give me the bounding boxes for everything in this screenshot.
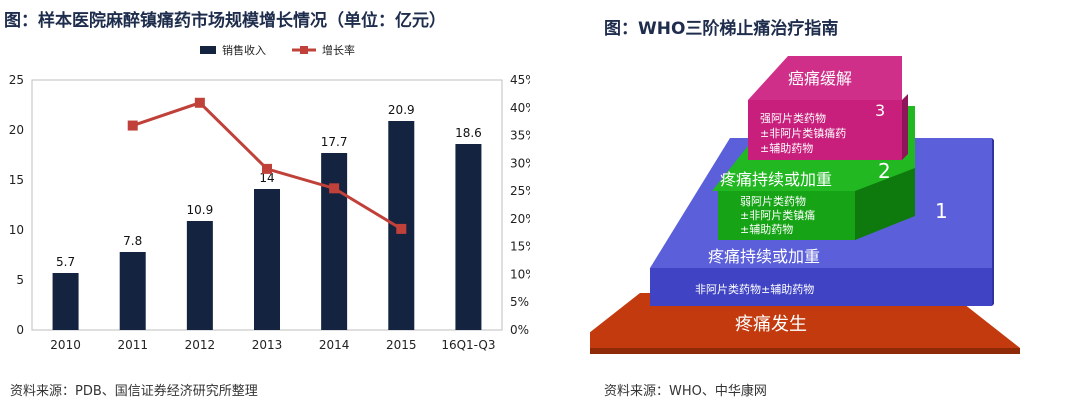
sales-bar-value: 18.6 bbox=[455, 126, 482, 140]
right-axis-tick-label: 10% bbox=[510, 267, 530, 281]
right-axis-tick-label: 45% bbox=[510, 73, 530, 87]
level-1-label: 疼痛持续或加重 bbox=[708, 247, 820, 266]
level-2-drug-1: 弱阿片类药物 bbox=[740, 194, 806, 208]
sales-bar-value: 14 bbox=[259, 171, 274, 185]
level-2-drug-3: ±辅助药物 bbox=[740, 222, 793, 236]
right-chart-title: 图：WHO三阶梯止痛治疗指南 bbox=[604, 19, 839, 39]
x-axis-labels: 2010 2011 2012 2013 2014 2015 16Q1-Q3 bbox=[50, 338, 495, 352]
growth-marker bbox=[396, 223, 407, 234]
level-3-number: 3 bbox=[875, 101, 885, 120]
sales-bar bbox=[52, 273, 79, 330]
right-axis-tick-label: 0% bbox=[510, 323, 529, 337]
x-axis-tick-label: 2013 bbox=[252, 338, 283, 352]
legend-label-sales: 销售收入 bbox=[222, 43, 266, 57]
level-3: 癌痛缓解 3 强阿片类药物 ±非阿片类镇痛药 ±辅助药物 bbox=[748, 56, 908, 160]
right-axis-tick-label: 25% bbox=[510, 184, 530, 198]
sales-bar-value: 5.7 bbox=[56, 255, 75, 269]
level-3-side bbox=[902, 94, 908, 160]
left-axis: 0 5 10 15 20 25 bbox=[9, 73, 24, 337]
market-size-chart: 销售收入 增长率 0 5 10 15 20 25 0% 5% 10% 15% 20% 25% 30% 35… bbox=[9, 43, 530, 352]
sales-bar-value: 20.9 bbox=[388, 103, 415, 117]
sales-bar bbox=[119, 252, 146, 330]
chart-legend: 销售收入 增长率 bbox=[200, 43, 355, 57]
left-axis-tick-label: 0 bbox=[16, 323, 24, 337]
growth-marker bbox=[194, 97, 205, 108]
bar-data-labels: 5.7 7.8 10.9 14 17.7 20.9 18.6 bbox=[56, 103, 482, 269]
legend-marker-growth bbox=[300, 46, 308, 54]
sales-bar-value: 7.8 bbox=[123, 234, 142, 248]
level-3-drug-1: 强阿片类药物 bbox=[760, 111, 826, 125]
sales-bar bbox=[186, 221, 213, 330]
left-axis-tick-label: 5 bbox=[16, 273, 24, 287]
level-1-side bbox=[992, 138, 994, 306]
level-base-top bbox=[590, 293, 1020, 348]
right-axis-tick-label: 20% bbox=[510, 212, 530, 226]
right-axis-tick-label: 40% bbox=[510, 101, 530, 115]
left-axis-tick-label: 15 bbox=[9, 173, 24, 187]
right-axis-tick-label: 15% bbox=[510, 240, 530, 254]
level-1-number: 1 bbox=[935, 199, 948, 223]
level-2-label: 疼痛持续或加重 bbox=[720, 170, 832, 189]
growth-marker bbox=[262, 163, 272, 174]
right-axis-tick-label: 30% bbox=[510, 156, 530, 170]
x-axis-tick-label: 2015 bbox=[386, 338, 417, 352]
x-axis-tick-label: 2010 bbox=[50, 338, 81, 352]
x-axis-tick-label: 2012 bbox=[185, 338, 216, 352]
level-1-front bbox=[650, 268, 992, 306]
right-source: 资料来源：WHO、中华康网 bbox=[604, 384, 767, 399]
sales-bar bbox=[455, 144, 482, 330]
who-pain-ladder-diagram: 疼痛发生 疼痛持续或加重 1 非阿片类药物±辅助药物 疼痛持续或加重 2 弱阿片… bbox=[590, 56, 1020, 354]
x-axis-tick-label: 2014 bbox=[319, 338, 350, 352]
left-chart-title: 图：样本医院麻醉镇痛药市场规模增长情况（单位：亿元） bbox=[4, 11, 446, 31]
level-2-side bbox=[855, 168, 915, 240]
left-axis-tick-label: 20 bbox=[9, 123, 24, 137]
growth-marker bbox=[329, 183, 340, 194]
level-2-number: 2 bbox=[878, 159, 891, 183]
legend-label-growth: 增长率 bbox=[322, 43, 355, 57]
level-2-drug-2: ±非阿片类镇痛 bbox=[740, 208, 815, 222]
right-axis-tick-label: 5% bbox=[510, 295, 529, 309]
growth-marker bbox=[127, 120, 138, 131]
x-axis-tick-label: 16Q1-Q3 bbox=[441, 338, 495, 352]
sales-bar bbox=[254, 189, 280, 330]
sales-bar-value: 17.7 bbox=[321, 135, 348, 149]
right-axis: 0% 5% 10% 15% 20% 25% 30% 35% 40% 45% bbox=[510, 73, 530, 337]
right-axis-tick-label: 35% bbox=[510, 129, 530, 143]
sales-bar bbox=[321, 153, 348, 330]
level-2-front bbox=[718, 191, 855, 240]
level-3-front bbox=[748, 100, 902, 160]
left-source: 资料来源：PDB、国信证券经济研究所整理 bbox=[10, 384, 258, 399]
level-3-top bbox=[748, 56, 902, 100]
level-3-drug-3: ±辅助药物 bbox=[760, 141, 813, 155]
left-axis-tick-label: 10 bbox=[9, 223, 24, 237]
level-base-label: 疼痛发生 bbox=[735, 314, 807, 335]
left-axis-tick-label: 25 bbox=[9, 73, 24, 87]
level-3-label: 癌痛缓解 bbox=[788, 69, 852, 88]
sales-bar-value: 10.9 bbox=[186, 203, 213, 217]
legend-swatch-sales bbox=[200, 46, 216, 54]
x-axis-tick-label: 2011 bbox=[117, 338, 148, 352]
level-base: 疼痛发生 bbox=[590, 293, 1020, 354]
growth-line-series bbox=[127, 97, 407, 234]
level-3-drug-2: ±非阿片类镇痛药 bbox=[760, 126, 846, 140]
level-1-drugs: 非阿片类药物±辅助药物 bbox=[695, 282, 814, 296]
level-base-front bbox=[590, 348, 1020, 354]
